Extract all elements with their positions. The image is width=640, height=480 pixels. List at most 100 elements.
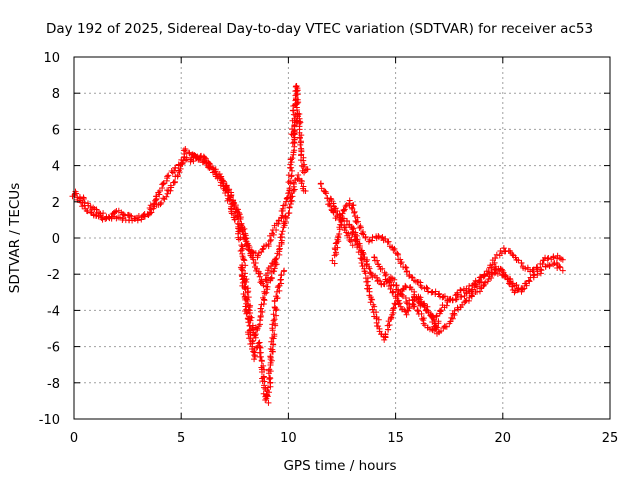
data-point (533, 265, 540, 272)
data-point (273, 312, 280, 319)
y-tick-label: 8 (52, 87, 60, 102)
data-point (264, 387, 271, 394)
data-point (410, 303, 417, 310)
data-point (164, 175, 171, 182)
data-point (289, 140, 296, 147)
data-point (515, 286, 522, 293)
data-point (257, 305, 264, 312)
data-point (436, 307, 443, 314)
data-point (526, 278, 533, 285)
data-point (373, 274, 380, 281)
data-point (238, 266, 245, 273)
axes: 0 5 10 15 20 25 -10 -8 -6 -4 -2 0 2 4 6 8 10 (39, 51, 619, 446)
data-point (112, 209, 119, 216)
y-tick-label: 2 (52, 196, 60, 211)
data-point (202, 157, 209, 164)
data-point (358, 260, 365, 267)
data-point (201, 154, 208, 161)
data-point (382, 331, 389, 338)
data-point (480, 273, 487, 280)
data-point (258, 249, 265, 256)
data-point (140, 212, 147, 219)
data-point (176, 169, 183, 176)
data-point (236, 211, 243, 218)
data-point (333, 239, 340, 246)
data-point (332, 249, 339, 256)
data-point (472, 277, 479, 284)
data-point (279, 205, 286, 212)
data-point (260, 294, 267, 301)
data-point (531, 271, 538, 278)
data-point (411, 296, 418, 303)
chart-title: Day 192 of 2025, Sidereal Day-to-day VTE… (46, 21, 593, 37)
grid-lines (73, 56, 611, 420)
data-point (432, 288, 439, 295)
data-point (160, 179, 167, 186)
data-point (518, 286, 525, 293)
data-point (391, 276, 398, 283)
x-tick-label: 5 (177, 431, 185, 446)
data-point (243, 310, 250, 317)
data-point (163, 193, 170, 200)
data-point (390, 246, 397, 253)
data-point (164, 187, 171, 194)
x-tick-label: 25 (602, 431, 619, 446)
data-point (534, 268, 541, 275)
data-point (172, 164, 179, 171)
data-point (544, 255, 551, 262)
data-point (259, 246, 266, 253)
data-point (182, 147, 189, 154)
y-tick-label: 4 (52, 160, 60, 175)
data-point (282, 218, 289, 225)
data-point (391, 304, 398, 311)
data-point (539, 261, 546, 268)
data-point (272, 256, 279, 263)
data-point (487, 262, 494, 269)
data-point (272, 261, 279, 268)
data-point (127, 212, 134, 219)
data-point (294, 107, 301, 114)
data-point (379, 265, 386, 272)
data-point (243, 242, 250, 249)
data-point (262, 397, 269, 404)
data-point (331, 252, 338, 259)
data-point (286, 185, 293, 192)
data-point (346, 197, 353, 204)
data-point (279, 228, 286, 235)
data-point (485, 268, 492, 275)
y-tick-label: 6 (52, 123, 60, 138)
data-point (289, 125, 296, 132)
data-point (289, 193, 296, 200)
data-point (424, 285, 431, 292)
data-point (298, 180, 305, 187)
data-point (417, 282, 424, 289)
data-point (369, 306, 376, 313)
data-point (329, 257, 336, 264)
data-point (165, 172, 172, 179)
data-point (454, 289, 461, 296)
data-point (529, 267, 536, 274)
data-point (359, 230, 366, 237)
data-point (371, 254, 378, 261)
data-point (441, 293, 448, 300)
data-point (297, 141, 304, 148)
data-point (391, 245, 398, 252)
data-point (403, 311, 410, 318)
data-point (408, 274, 415, 281)
data-point (332, 215, 339, 222)
data-point (257, 316, 264, 323)
data-point (160, 180, 167, 187)
data-point (341, 206, 348, 213)
data-point (376, 278, 383, 285)
data-point (476, 274, 483, 281)
data-point (257, 353, 264, 360)
data-point (550, 253, 557, 260)
data-point (277, 276, 284, 283)
data-point (449, 297, 456, 304)
data-point (443, 323, 450, 330)
data-point (421, 304, 428, 311)
data-point (292, 88, 299, 95)
data-point (97, 210, 104, 217)
data-point (414, 307, 421, 314)
data-point (300, 163, 307, 170)
